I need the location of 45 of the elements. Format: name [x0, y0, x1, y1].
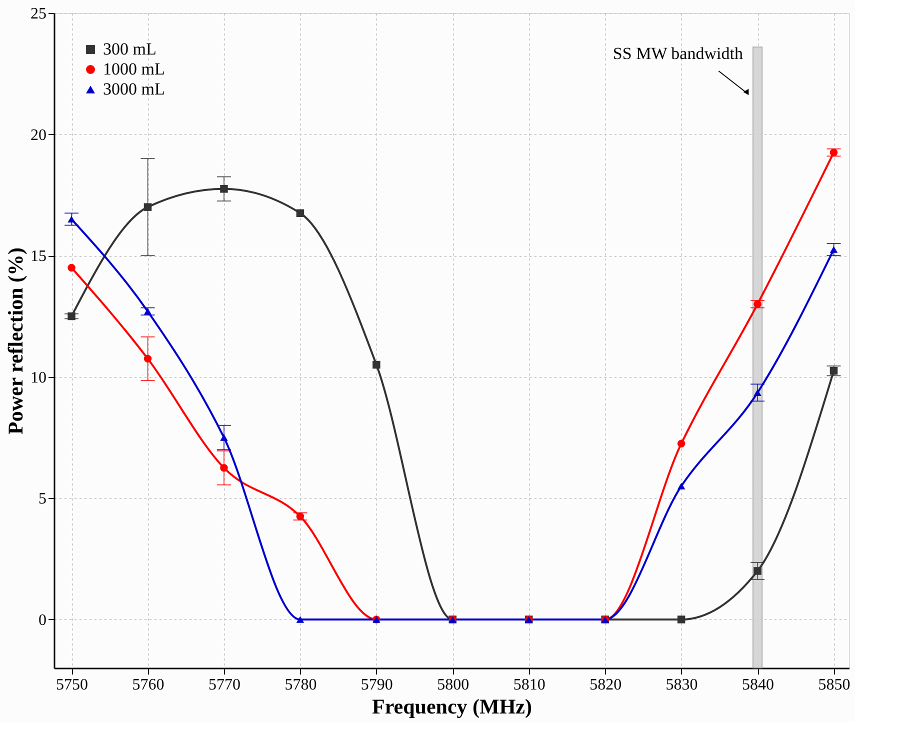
- point: [68, 264, 76, 272]
- x-tick-label: 5760: [132, 676, 164, 694]
- legend-label: 300 mL: [103, 40, 156, 58]
- point: [296, 616, 304, 623]
- x-tick-label: 5750: [56, 676, 88, 694]
- point: [144, 354, 152, 363]
- y-tick-label: 10: [30, 369, 46, 386]
- point: [830, 246, 838, 253]
- point: [220, 185, 228, 193]
- x-tick-label: 5810: [513, 676, 546, 694]
- y-axis-title: Power reflection (%): [4, 248, 28, 434]
- point: [68, 216, 76, 223]
- x-tick-label: 5830: [666, 676, 698, 694]
- point: [296, 512, 304, 520]
- x-tick-label: 5850: [818, 676, 850, 694]
- point: [677, 440, 686, 448]
- x-tick-label: 5790: [360, 676, 393, 694]
- point: [754, 300, 762, 308]
- point: [144, 308, 152, 315]
- point: [68, 312, 76, 320]
- point: [220, 464, 228, 472]
- y-tick-label: 15: [30, 248, 46, 266]
- point: [677, 482, 686, 490]
- legend-label: 1000 mL: [103, 60, 165, 78]
- y-tick-label: 0: [38, 612, 46, 629]
- point: [754, 389, 762, 396]
- y-tick-label: 25: [30, 6, 46, 22]
- legend-label: 3000 mL: [103, 80, 165, 98]
- y-tick-label: 20: [30, 126, 46, 144]
- x-tick-label: 5840: [742, 676, 774, 694]
- point: [830, 366, 838, 375]
- point: [220, 434, 228, 441]
- point: [296, 209, 304, 218]
- point: [677, 616, 686, 624]
- x-tick-label: 5770: [208, 676, 240, 694]
- band-label: SS MW bandwidth: [612, 44, 744, 63]
- point: [144, 203, 152, 211]
- x-axis-title: Frequency (MHz): [372, 694, 532, 718]
- x-tick-label: 5820: [590, 676, 622, 694]
- point: [372, 360, 380, 369]
- y-tick-label: 5: [38, 490, 46, 508]
- x-tick-label: 5800: [437, 676, 470, 694]
- point: [830, 148, 838, 156]
- x-tick-label: 5780: [284, 676, 317, 694]
- point: [754, 567, 762, 575]
